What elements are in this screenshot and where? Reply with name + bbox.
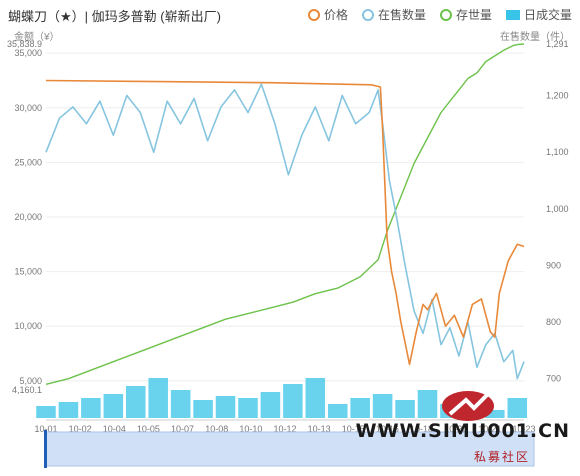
y2-tick-label: 1,291 xyxy=(546,39,569,49)
y2-tick-label: 1,100 xyxy=(546,147,569,157)
y2-tick-label: 700 xyxy=(546,374,561,384)
volume-bar xyxy=(148,378,168,418)
x-tick-label: 10-13 xyxy=(308,424,331,434)
simu-logo-icon xyxy=(442,388,496,421)
price-legend-icon xyxy=(307,8,320,21)
y-tick-label: 20,000 xyxy=(14,212,42,222)
legend-item-daily-volume[interactable]: 日成交量 xyxy=(505,6,572,23)
legend-item-price[interactable]: 价格 xyxy=(307,6,348,23)
volume-bar xyxy=(238,398,258,418)
x-tick-label: 10-18 xyxy=(410,424,433,434)
legend-item-on-sale[interactable]: 在售数量 xyxy=(361,6,426,23)
volume-bar xyxy=(327,404,348,418)
y2-tick-label: 800 xyxy=(546,317,561,327)
y-tick-label: 25,000 xyxy=(14,157,42,167)
range-slider xyxy=(45,431,535,467)
on-sale-line xyxy=(45,83,525,380)
volume-bar xyxy=(372,394,393,418)
y-tick-label: 15,000 xyxy=(14,267,42,277)
y-tick-label: 30,000 xyxy=(14,103,42,113)
volume-bar xyxy=(215,396,236,418)
legend-label-price: 价格 xyxy=(323,8,348,22)
x-tick-label: 10-21 xyxy=(478,424,501,434)
volume-bar xyxy=(305,378,326,418)
right-axis-unit: 在售数量（件） xyxy=(500,32,570,43)
x-tick-label: 10-15 xyxy=(342,424,365,434)
volume-bar xyxy=(36,406,56,418)
x-tick-label: 10-12 xyxy=(273,424,296,434)
volume-bar xyxy=(58,402,79,418)
on-sale-legend-icon xyxy=(361,8,374,21)
x-tick-label: 10-20 xyxy=(444,424,467,434)
volume-bar xyxy=(103,394,124,418)
volume-bar xyxy=(125,386,146,418)
daily-volume-legend-icon xyxy=(505,9,520,20)
volume-bar xyxy=(260,392,281,418)
volume-bar xyxy=(350,398,370,418)
y2-tick-label: 900 xyxy=(546,260,561,270)
volume-bar xyxy=(417,390,438,418)
volume-bar xyxy=(170,390,191,418)
volume-bar xyxy=(193,400,213,418)
legend-item-stock[interactable]: 存世量 xyxy=(439,6,492,23)
chart-title: 蝴蝶刀（★）| 伽玛多普勒 (崭新出厂) xyxy=(8,9,221,24)
chart-legend: 价格 在售数量 存世量 日成交量 xyxy=(307,6,572,23)
volume-bar xyxy=(395,400,415,418)
x-tick-label: 10-23 xyxy=(512,424,535,434)
volume-bar xyxy=(507,398,528,418)
watermark: WWW.SIMU001.CN 私募社区 xyxy=(356,384,574,472)
y2-tick-label: 1,200 xyxy=(546,91,569,101)
watermark-subtitle: 私募社区 xyxy=(473,450,530,464)
range-slider-handle-left xyxy=(44,430,47,468)
left-axis-unit: 金额（¥） xyxy=(14,32,60,43)
legend-label-stock: 存世量 xyxy=(455,8,492,22)
legend-label-on-sale: 在售数量 xyxy=(377,8,426,22)
x-tick-label: 10-02 xyxy=(69,424,92,434)
x-tick-label: 10-07 xyxy=(171,424,194,434)
y-tick-label: 35,838.9 xyxy=(7,39,42,49)
x-tick-label: 10-10 xyxy=(239,424,262,434)
x-tick-label: 10-08 xyxy=(205,424,228,434)
watermark-domain: WWW.SIMU001.CN xyxy=(355,420,570,442)
stock-legend-icon xyxy=(439,8,452,21)
x-tick-label: 10-16 xyxy=(376,424,399,434)
x-tick-label: 10-01 xyxy=(34,424,57,434)
y2-tick-label: 1,000 xyxy=(546,204,569,214)
y-tick-label: 4,160.1 xyxy=(12,385,42,395)
x-tick-label: 10-04 xyxy=(103,424,126,434)
x-tick-label: 10-05 xyxy=(137,424,160,434)
volume-bar xyxy=(81,398,101,418)
price-line xyxy=(45,79,525,366)
legend-label-daily-volume: 日成交量 xyxy=(523,8,572,22)
volume-bar xyxy=(283,384,303,418)
volume-bar xyxy=(485,410,505,418)
y-tick-label: 35,000 xyxy=(14,48,42,58)
y-tick-label: 5,000 xyxy=(19,376,42,386)
y-tick-label: 10,000 xyxy=(14,321,42,331)
